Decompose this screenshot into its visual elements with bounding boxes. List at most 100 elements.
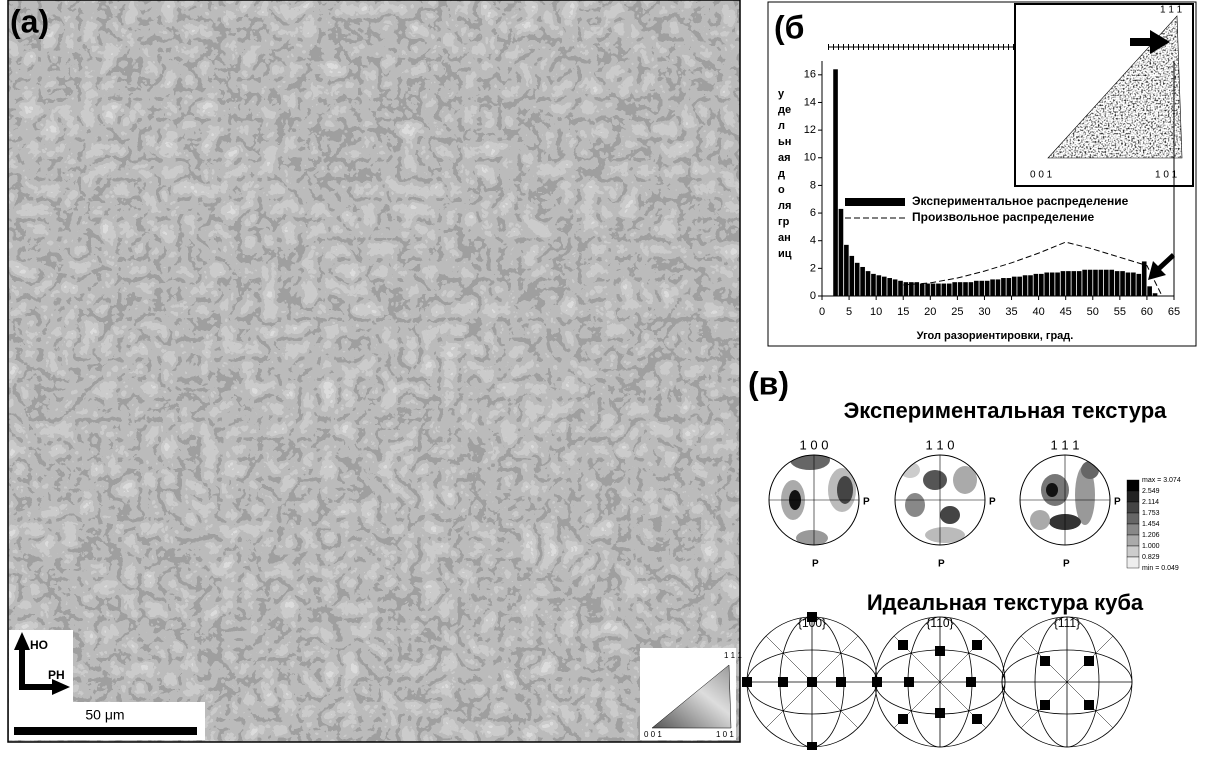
ipf-label: 1 0 1 (716, 730, 734, 739)
y-axis-label: иц (778, 248, 792, 260)
bar (974, 281, 979, 296)
bar (1023, 275, 1028, 296)
x-tick-label: 30 (978, 306, 990, 318)
colorbar: max = 3.0742.5492.1141.7531.4541.2061.00… (1127, 477, 1181, 572)
bar (1028, 275, 1033, 296)
bar (985, 281, 990, 296)
x-tick-label: 5 (846, 306, 852, 318)
bar (1104, 270, 1109, 296)
colorbar-swatch (1127, 524, 1139, 535)
colorbar-swatch (1127, 480, 1139, 491)
x-tick-label: 65 (1168, 306, 1180, 318)
x-tick-label: 0 (819, 306, 825, 318)
bar (925, 284, 930, 296)
colorbar-swatch (1127, 513, 1139, 524)
y-axis-label: де (778, 104, 791, 116)
y-axis-label: ая (778, 152, 791, 164)
bar (1142, 261, 1147, 296)
y-tick-label: 12 (804, 124, 816, 136)
bar (860, 267, 865, 296)
ipf-label: 1 1 1 (724, 651, 742, 660)
colorbar-label: max = 3.074 (1142, 477, 1181, 484)
colorbar-label: 0.829 (1142, 554, 1160, 561)
panel-label: (б (774, 9, 804, 45)
x-tick-label: 10 (870, 306, 882, 318)
x-tick-label: 45 (1060, 306, 1072, 318)
bar (963, 282, 968, 296)
bar (1153, 293, 1158, 296)
y-axis-label: ля (778, 200, 791, 212)
colorbar-label: 1.454 (1142, 521, 1160, 528)
ideal-pole-figures (742, 612, 1132, 750)
colorbar-label: 1.000 (1142, 543, 1160, 550)
bar (1044, 273, 1049, 297)
grain-boundaries (8, 0, 740, 742)
y-axis-label: ан (778, 232, 791, 244)
axis-label-no: НО (30, 638, 48, 652)
colorbar-swatch (1127, 491, 1139, 502)
y-axis-label: у (778, 88, 785, 100)
bar (877, 275, 882, 296)
bar (947, 284, 952, 296)
y-axis-label: д (778, 168, 785, 180)
bar (1147, 286, 1152, 296)
ipf-label: 0 0 1 (1030, 170, 1053, 181)
direction-label: P (989, 497, 996, 508)
bar (866, 271, 871, 296)
pole-label: 1 1 1 (1051, 437, 1080, 452)
bar (833, 69, 838, 296)
y-tick-label: 4 (810, 235, 816, 247)
bar (990, 279, 995, 296)
x-tick-label: 60 (1141, 306, 1153, 318)
y-tick-label: 2 (810, 262, 816, 274)
colorbar-label: 1.753 (1142, 510, 1160, 517)
y-axis-label: ьн (778, 136, 791, 148)
y-tick-label: 6 (810, 207, 816, 219)
x-tick-label: 25 (951, 306, 963, 318)
axis-label-rn: РН (48, 668, 65, 682)
bar (969, 282, 974, 296)
direction-label: P (863, 497, 870, 508)
x-tick-label: 35 (1005, 306, 1017, 318)
y-tick-label: 8 (810, 179, 816, 191)
bar (931, 284, 936, 296)
direction-label: P (812, 559, 819, 570)
pole-label: {111} (1054, 616, 1080, 630)
x-tick-label: 50 (1087, 306, 1099, 318)
figure: (a) НО РН 50 μm 1 1 1 0 0 1 1 0 1 (б 1 1… (0, 0, 1216, 760)
bar (1131, 273, 1136, 297)
bar (893, 279, 898, 296)
colorbar-swatch (1127, 535, 1139, 546)
colorbar-swatch (1127, 502, 1139, 513)
colorbar-label: 1.206 (1142, 532, 1160, 539)
pole-figures (769, 450, 1110, 546)
colorbar-label: 2.114 (1142, 499, 1159, 506)
pole-label: 1 0 0 (800, 437, 829, 452)
bar (1093, 270, 1098, 296)
scale-bar-label: 50 μm (85, 707, 124, 723)
pole-label: {100} (798, 616, 826, 630)
section-title: Идеальная текстура куба (867, 590, 1144, 615)
bar (1055, 273, 1060, 297)
panel-label: (в) (748, 365, 789, 401)
x-tick-label: 20 (924, 306, 936, 318)
bar (849, 256, 854, 296)
pole-label: {110} (926, 616, 953, 630)
bar (920, 284, 925, 296)
bar (1088, 270, 1093, 296)
y-axis-label: о (778, 184, 785, 196)
bar (1012, 277, 1017, 296)
bar (942, 284, 947, 296)
bar (1099, 270, 1104, 296)
y-tick-label: 14 (804, 96, 816, 108)
bar (839, 209, 844, 296)
bar (1120, 271, 1125, 296)
pole-label: 1 1 0 (926, 437, 955, 452)
legend-swatch (845, 198, 905, 206)
panel-label: (a) (10, 3, 49, 39)
colorbar-swatch (1127, 546, 1139, 557)
legend-label: Экспериментальное распределение (912, 194, 1129, 208)
bar (936, 284, 941, 296)
bar (844, 245, 849, 296)
bar (1072, 271, 1077, 296)
